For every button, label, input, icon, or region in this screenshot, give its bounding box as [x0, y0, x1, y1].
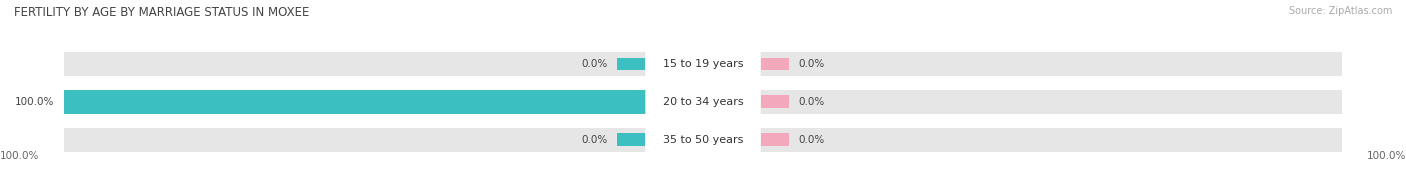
- Bar: [63, 90, 703, 114]
- Text: 0.0%: 0.0%: [799, 59, 825, 69]
- Bar: [617, 57, 645, 70]
- Bar: [63, 128, 703, 152]
- Text: Source: ZipAtlas.com: Source: ZipAtlas.com: [1288, 6, 1392, 16]
- Text: 0.0%: 0.0%: [799, 135, 825, 145]
- Text: 20 to 34 years: 20 to 34 years: [662, 97, 744, 107]
- Text: 0.0%: 0.0%: [581, 135, 607, 145]
- Text: 100.0%: 100.0%: [0, 151, 39, 161]
- Text: 0.0%: 0.0%: [581, 59, 607, 69]
- Text: 15 to 19 years: 15 to 19 years: [662, 59, 744, 69]
- FancyBboxPatch shape: [645, 52, 761, 76]
- Text: 35 to 50 years: 35 to 50 years: [662, 135, 744, 145]
- Bar: [703, 90, 1343, 114]
- Bar: [761, 57, 789, 70]
- Bar: [617, 95, 645, 108]
- Bar: [617, 133, 645, 146]
- Text: 100.0%: 100.0%: [1367, 151, 1406, 161]
- FancyBboxPatch shape: [645, 127, 761, 152]
- Bar: [703, 128, 1343, 152]
- Bar: [703, 52, 1343, 76]
- Bar: [63, 90, 703, 114]
- Bar: [761, 133, 789, 146]
- Text: 0.0%: 0.0%: [799, 97, 825, 107]
- Bar: [63, 52, 703, 76]
- FancyBboxPatch shape: [645, 89, 761, 114]
- Text: 100.0%: 100.0%: [15, 97, 55, 107]
- Bar: [761, 95, 789, 108]
- Text: FERTILITY BY AGE BY MARRIAGE STATUS IN MOXEE: FERTILITY BY AGE BY MARRIAGE STATUS IN M…: [14, 6, 309, 19]
